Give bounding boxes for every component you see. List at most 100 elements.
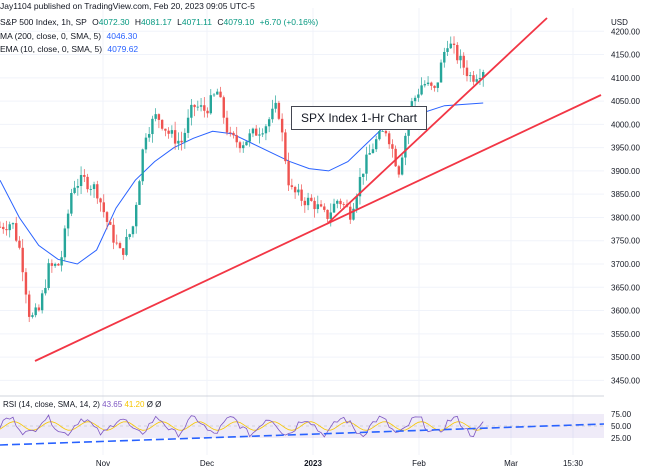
candle-body bbox=[235, 135, 238, 143]
candle-body bbox=[105, 212, 109, 222]
candle-body bbox=[342, 204, 345, 205]
candle-body bbox=[352, 208, 355, 220]
close-value: 4079.10 bbox=[223, 17, 255, 27]
candle-body bbox=[102, 202, 105, 213]
time-tick-label: 15:30 bbox=[563, 459, 584, 468]
candle-body bbox=[439, 62, 443, 83]
candle-body bbox=[157, 114, 161, 120]
candle-body bbox=[417, 94, 420, 98]
candle-body bbox=[378, 130, 381, 140]
candle-body bbox=[154, 114, 157, 119]
candle-body bbox=[173, 130, 177, 144]
ma-label: MA (200, close, 0, SMA, 5) bbox=[0, 31, 102, 41]
rsi-axis: 75.00 50.00 25.00 bbox=[611, 410, 632, 443]
candle-body bbox=[362, 173, 365, 177]
candle-body bbox=[413, 97, 417, 102]
published-by: Jay1104 published on TradingView.com, Fe… bbox=[0, 1, 255, 11]
candle-body bbox=[86, 176, 89, 190]
price-tick-label: 3750.00 bbox=[611, 237, 640, 246]
candle-body bbox=[261, 133, 264, 135]
candle-body bbox=[177, 140, 180, 144]
candle-body bbox=[274, 102, 277, 109]
candle-body bbox=[332, 203, 336, 213]
rsi-tick-label: 50.00 bbox=[611, 422, 632, 431]
candle-body bbox=[436, 82, 439, 88]
candle-body bbox=[11, 223, 15, 225]
candle-body bbox=[83, 175, 86, 177]
candle-body bbox=[229, 132, 232, 134]
candle-body bbox=[186, 117, 190, 133]
price-tick-label: 4000.00 bbox=[611, 120, 640, 129]
candle-body bbox=[452, 43, 456, 45]
rsi-tick-label: 75.00 bbox=[611, 410, 632, 419]
low-value: 4071.11 bbox=[181, 17, 212, 27]
candle-body bbox=[293, 186, 297, 193]
candle-body bbox=[313, 200, 316, 210]
candle-body bbox=[15, 223, 18, 241]
candle-body bbox=[290, 185, 294, 187]
candle-body bbox=[245, 141, 248, 146]
candle-body bbox=[368, 153, 371, 155]
candle-body bbox=[336, 200, 339, 204]
ma-row: MA (200, close, 0, SMA, 5) 4046.30 bbox=[0, 31, 137, 41]
rsi-tail: Ø Ø bbox=[146, 400, 162, 409]
high-value: 4081.17 bbox=[141, 17, 172, 27]
time-tick-label: 2023 bbox=[304, 459, 322, 468]
candle-body bbox=[164, 128, 167, 131]
candle-body bbox=[400, 157, 404, 175]
candle-body bbox=[128, 234, 131, 237]
candle-body bbox=[92, 184, 96, 190]
candle-body bbox=[323, 206, 326, 210]
candle-body bbox=[242, 145, 245, 149]
candle-body bbox=[34, 307, 37, 316]
candle-body bbox=[18, 240, 21, 248]
price-candles bbox=[0, 36, 485, 323]
candle-body bbox=[394, 148, 397, 167]
open-label: O bbox=[92, 17, 99, 27]
rsi-header: RSI (14, close, SMA, 14, 2) 43.65 41.20 … bbox=[3, 400, 161, 409]
candle-body bbox=[131, 226, 135, 235]
candle-body bbox=[225, 117, 229, 133]
candle-body bbox=[397, 166, 401, 175]
rsi-ma-value: 41.20 bbox=[124, 400, 145, 409]
candle-body bbox=[404, 135, 407, 158]
price-tick-label: 3650.00 bbox=[611, 283, 640, 292]
rsi-label: RSI (14, close, SMA, 14, 2) bbox=[3, 400, 100, 409]
candle-body bbox=[21, 247, 24, 273]
candle-body bbox=[251, 128, 255, 134]
price-tick-label: 3700.00 bbox=[611, 260, 640, 269]
candle-body bbox=[122, 248, 125, 255]
candle-body bbox=[60, 257, 63, 266]
price-tick-label: 3600.00 bbox=[611, 307, 640, 316]
trendlines bbox=[34, 17, 602, 362]
high-label: H bbox=[134, 17, 142, 27]
candle-body bbox=[469, 75, 472, 77]
candle-body bbox=[258, 134, 261, 136]
rsi-path bbox=[0, 414, 484, 438]
candle-body bbox=[63, 228, 67, 258]
candle-body bbox=[326, 209, 329, 219]
candle-body bbox=[151, 118, 154, 135]
candle-body bbox=[384, 130, 388, 134]
price-tick-label: 4050.00 bbox=[611, 97, 640, 106]
time-tick-label: Mar bbox=[504, 459, 518, 468]
price-tick-label: 3500.00 bbox=[611, 353, 640, 362]
candle-body bbox=[8, 224, 11, 231]
ma200-line bbox=[0, 102, 484, 265]
candle-body bbox=[430, 82, 433, 86]
candle-body bbox=[135, 204, 138, 227]
chart-grid bbox=[0, 8, 604, 455]
candle-body bbox=[449, 43, 452, 49]
candle-body bbox=[199, 105, 203, 107]
candle-body bbox=[37, 307, 41, 311]
candle-body bbox=[355, 196, 358, 209]
candle-body bbox=[381, 130, 384, 132]
price-tick-label: 3950.00 bbox=[611, 144, 640, 153]
candle-body bbox=[118, 243, 122, 249]
candle-body bbox=[24, 272, 28, 295]
candle-body bbox=[167, 130, 170, 134]
candle-body bbox=[144, 137, 148, 150]
candle-body bbox=[465, 67, 469, 77]
candle-body bbox=[31, 315, 34, 317]
